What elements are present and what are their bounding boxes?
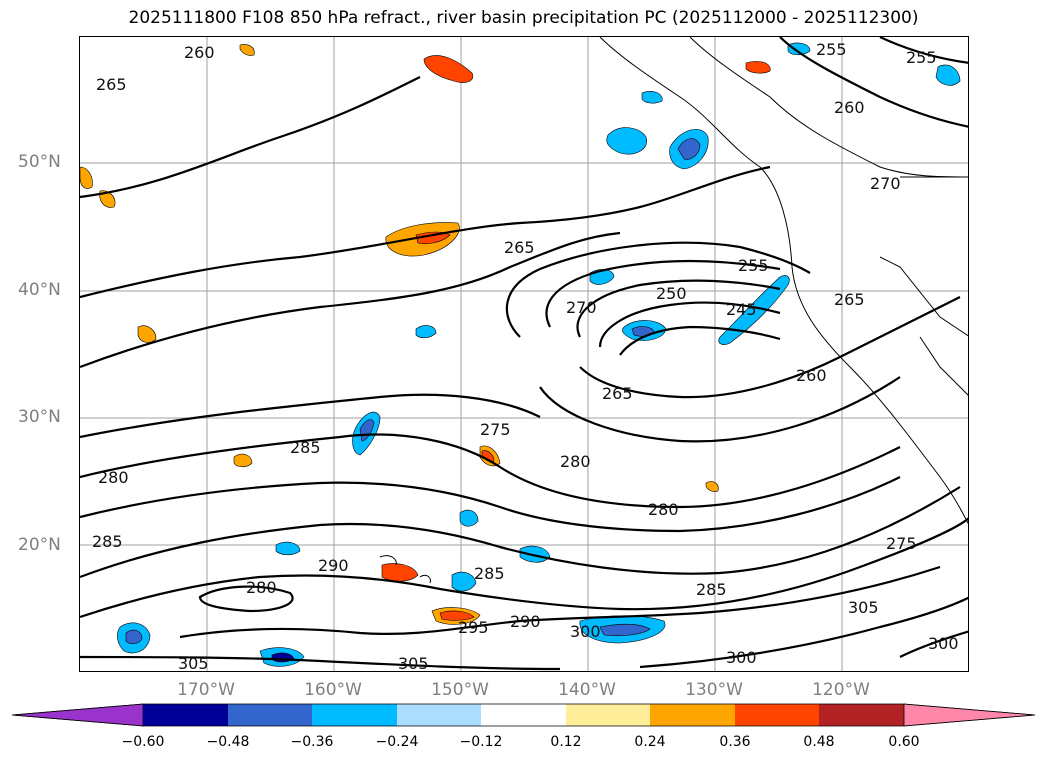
- colorbar-tick-label: 0.60: [888, 734, 920, 750]
- colorbar-outline: [11, 703, 1036, 727]
- contour-label: 255: [816, 40, 847, 59]
- contour-label: 300: [726, 648, 757, 667]
- map-canvas: 260 265 265 255 255 260 270 265 270 250 …: [80, 37, 968, 672]
- colorbar-segment: [735, 704, 819, 726]
- contour-label: 270: [566, 298, 597, 317]
- contour-label: 280: [648, 500, 679, 519]
- map-title: 2025111800 F108 850 hPa refract., river …: [128, 8, 919, 28]
- contour-label: 250: [656, 284, 687, 303]
- lat-label-50n: 50°N: [18, 152, 61, 172]
- contour-label: 265: [602, 384, 633, 403]
- contour-label: 260: [184, 43, 215, 62]
- colorbar-segment: [650, 704, 735, 726]
- colorbar-segment: [228, 704, 312, 726]
- lon-label-160w: 160°W: [304, 680, 362, 700]
- contour-label: 280: [98, 468, 129, 487]
- refractivity-contours: [80, 37, 968, 671]
- lon-label-150w: 150°W: [431, 680, 489, 700]
- colorbar-tick-label: 0.48: [803, 734, 835, 750]
- contour-label: 295: [458, 618, 489, 637]
- contour-label: 305: [848, 598, 879, 617]
- map-panel: 260 265 265 255 255 260 270 265 270 250 …: [79, 36, 969, 672]
- contour-label: 255: [906, 48, 937, 67]
- colorbar-segment: [143, 704, 228, 726]
- lon-label-140w: 140°W: [558, 680, 616, 700]
- contour-label: 305: [178, 654, 209, 672]
- contour-label: 285: [290, 438, 321, 457]
- contour-label: 305: [398, 654, 429, 672]
- contour-label: 290: [510, 612, 541, 631]
- contour-label: 280: [560, 452, 591, 471]
- colorbar-tick-label: −0.24: [375, 734, 419, 750]
- lat-label-30n: 30°N: [18, 407, 61, 427]
- contour-label: 280: [246, 578, 277, 597]
- contour-labels: 260 265 265 255 255 260 270 265 270 250 …: [92, 40, 959, 672]
- contour-label: 265: [96, 75, 127, 94]
- colorbar-extend-min: [11, 703, 144, 727]
- colorbar-tick-label: −0.12: [459, 734, 503, 750]
- lon-label-170w: 170°W: [177, 680, 235, 700]
- colorbar-tick-label: 0.12: [550, 734, 582, 750]
- colorbar-tick-label: 0.24: [634, 734, 666, 750]
- lat-label-40n: 40°N: [18, 280, 61, 300]
- precip-positive: [80, 44, 771, 625]
- colorbar-segment: [481, 704, 566, 726]
- contour-label: 275: [480, 420, 511, 439]
- colorbar-segment: [397, 704, 481, 726]
- contour-label: 260: [834, 98, 865, 117]
- contour-label: 245: [726, 300, 757, 319]
- contour-label: 265: [834, 290, 865, 309]
- colorbar-tick-label: −0.48: [206, 734, 250, 750]
- contour-label: 290: [318, 556, 349, 575]
- lon-label-130w: 130°W: [685, 680, 743, 700]
- coastlines: [379, 37, 968, 584]
- contour-label: 260: [796, 366, 827, 385]
- colorbar-tick-label: 0.36: [719, 734, 751, 750]
- contour-label: 285: [696, 580, 727, 599]
- colorbar-tick-label: −0.36: [290, 734, 334, 750]
- contour-label: 285: [92, 532, 123, 551]
- contour-label: 285: [474, 564, 505, 583]
- colorbar-extend-max: [903, 703, 1036, 727]
- lon-label-120w: 120°W: [812, 680, 870, 700]
- contour-label: 300: [570, 622, 601, 641]
- contour-label: 265: [504, 238, 535, 257]
- contour-label: 270: [870, 174, 901, 193]
- precip-negative: [117, 42, 961, 667]
- lat-label-20n: 20°N: [18, 535, 61, 555]
- colorbar: [11, 703, 1036, 727]
- contour-label: 300: [928, 634, 959, 653]
- colorbar-segment: [566, 704, 650, 726]
- colorbar-segment: [312, 704, 397, 726]
- colorbar-segment: [819, 704, 904, 726]
- contour-label: 275: [886, 534, 917, 553]
- contour-label: 255: [738, 256, 769, 275]
- colorbar-tick-label: −0.60: [121, 734, 165, 750]
